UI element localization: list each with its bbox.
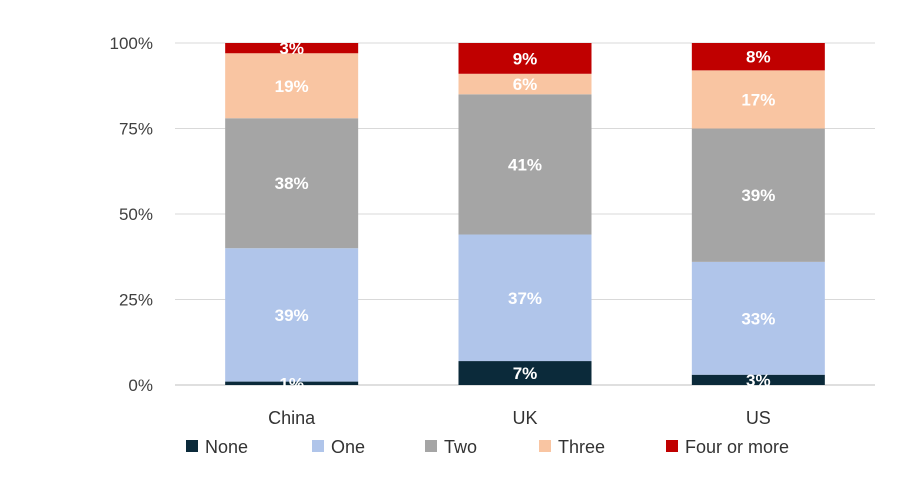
data-label: 39% [275, 306, 309, 325]
bar-segment [225, 248, 359, 382]
legend-label: None [205, 437, 248, 457]
x-axis-category-labels: China UK US [268, 408, 771, 428]
data-label: 38% [275, 174, 309, 193]
bar-segment [225, 381, 359, 385]
data-label: 3% [746, 371, 771, 390]
legend-label: Three [558, 437, 605, 457]
bar-segment [691, 374, 825, 385]
bar-segment [691, 128, 825, 262]
data-label: 3% [279, 39, 304, 58]
data-label: 8% [746, 48, 771, 67]
bars [225, 43, 825, 385]
legend: None One Two Three Four or more [186, 437, 789, 457]
bar-segment [691, 70, 825, 129]
legend-swatch [186, 440, 198, 452]
bar-segment [225, 118, 359, 249]
legend-label: Two [444, 437, 477, 457]
legend-swatch [312, 440, 324, 452]
y-tick-label: 0% [128, 376, 153, 395]
data-label: 19% [275, 77, 309, 96]
y-tick-label: 50% [119, 205, 153, 224]
category-label: US [746, 408, 771, 428]
bar-segment [458, 234, 592, 362]
bar-segment [225, 43, 359, 54]
data-label: 1% [279, 374, 304, 393]
y-axis-tick-labels: 0% 25% 50% 75% 100% [110, 34, 153, 395]
data-label: 37% [508, 289, 542, 308]
data-label: 7% [513, 364, 538, 383]
legend-swatch [666, 440, 678, 452]
y-tick-label: 25% [119, 291, 153, 310]
bar-segment [458, 361, 592, 385]
bar-segment [691, 43, 825, 71]
category-label: UK [512, 408, 537, 428]
y-tick-label: 100% [110, 34, 153, 53]
legend-label: One [331, 437, 365, 457]
legend-label: Four or more [685, 437, 789, 457]
data-label: 39% [741, 186, 775, 205]
bar-segment [225, 53, 359, 119]
bar-segment [458, 73, 592, 95]
bar-segment [458, 43, 592, 74]
bar-segment [458, 94, 592, 235]
data-label: 17% [741, 90, 775, 109]
data-label: 9% [513, 49, 538, 68]
data-label: 6% [513, 75, 538, 94]
legend-swatch [539, 440, 551, 452]
bar-segment [691, 261, 825, 375]
y-tick-label: 75% [119, 120, 153, 139]
data-label: 33% [741, 309, 775, 328]
data-label: 41% [508, 155, 542, 174]
legend-swatch [425, 440, 437, 452]
category-label: China [268, 408, 316, 428]
data-labels: 1% 39% 38% 19% 3% 7% 37% 41% 6% 9% 3% 33% 39% 17% 8% [275, 39, 776, 393]
